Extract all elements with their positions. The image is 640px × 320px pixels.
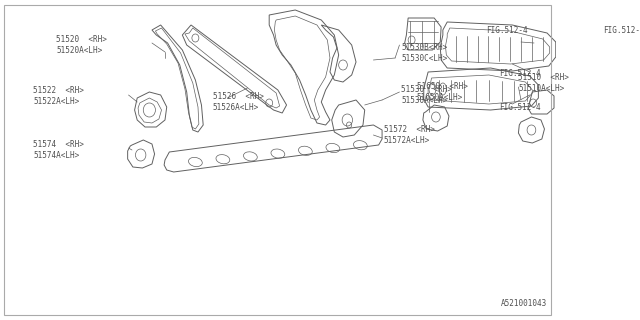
Text: A521001043: A521001043 <box>501 299 547 308</box>
Text: 51520  <RH>
51520A<LH>: 51520 <RH> 51520A<LH> <box>56 35 108 55</box>
Text: 51530B<RH>
51530C<LH>: 51530B<RH> 51530C<LH> <box>401 43 447 63</box>
Text: FIG.512-4: FIG.512-4 <box>499 68 541 77</box>
Text: 51572  <RH>
51572A<LH>: 51572 <RH> 51572A<LH> <box>384 125 435 145</box>
Text: 51526  <RH>
51526A<LH>: 51526 <RH> 51526A<LH> <box>212 92 264 112</box>
Text: FIG.512-4: FIG.512-4 <box>604 26 640 35</box>
Text: FIG.512-4: FIG.512-4 <box>486 26 528 35</box>
Text: FIG.512-4: FIG.512-4 <box>499 102 541 111</box>
Text: 51510  <RH>
51510A<LH>: 51510 <RH> 51510A<LH> <box>518 73 570 93</box>
Text: 51650  <RH>
51650A<LH>: 51650 <RH> 51650A<LH> <box>417 82 468 102</box>
Text: 51574  <RH>
51574A<LH>: 51574 <RH> 51574A<LH> <box>33 140 84 160</box>
Text: 51522  <RH>
51522A<LH>: 51522 <RH> 51522A<LH> <box>33 86 84 106</box>
Text: 51530  <RH>
51530A<LH>: 51530 <RH> 51530A<LH> <box>401 85 452 105</box>
